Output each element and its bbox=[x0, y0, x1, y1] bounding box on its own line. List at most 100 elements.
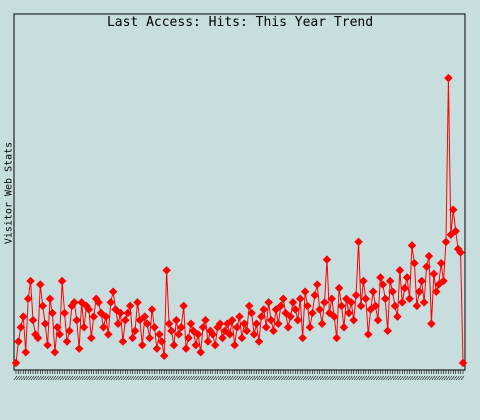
x-tick-label bbox=[232, 375, 236, 381]
data-point bbox=[111, 305, 120, 314]
x-tick-label bbox=[334, 375, 338, 381]
x-tick-label bbox=[363, 375, 368, 381]
x-tick-label bbox=[154, 375, 159, 381]
x-tick-label bbox=[370, 375, 375, 381]
data-point bbox=[140, 312, 150, 321]
data-point bbox=[89, 312, 99, 321]
x-tick-label bbox=[349, 375, 353, 381]
x-tick-label bbox=[212, 375, 217, 381]
data-point bbox=[439, 276, 448, 286]
data-point bbox=[18, 312, 28, 321]
data-point bbox=[298, 333, 308, 343]
x-tick-label bbox=[106, 375, 110, 381]
data-point bbox=[444, 73, 453, 83]
data-point bbox=[125, 301, 135, 311]
data-point bbox=[271, 305, 281, 314]
x-tick-label bbox=[402, 375, 406, 381]
x-tick-label bbox=[375, 375, 380, 381]
x-tick-label bbox=[130, 375, 134, 381]
data-point bbox=[400, 283, 410, 293]
data-point bbox=[346, 298, 356, 307]
data-point bbox=[363, 330, 373, 339]
data-point bbox=[334, 283, 344, 293]
x-tick-label bbox=[356, 375, 360, 381]
data-point bbox=[366, 305, 376, 314]
data-point bbox=[176, 322, 186, 332]
x-tick-label bbox=[441, 375, 445, 381]
data-point bbox=[145, 333, 154, 343]
x-tick-label bbox=[115, 375, 120, 381]
x-tick-label bbox=[159, 375, 164, 381]
x-tick-label bbox=[259, 375, 263, 381]
x-tick-label bbox=[397, 375, 402, 381]
data-point bbox=[210, 340, 220, 350]
data-point bbox=[388, 287, 397, 297]
x-tick-label bbox=[101, 375, 105, 381]
data-point bbox=[14, 337, 23, 346]
data-point bbox=[184, 333, 193, 343]
x-tick-label bbox=[431, 375, 436, 381]
data-point bbox=[390, 301, 400, 311]
x-tick-label bbox=[366, 375, 370, 381]
data-point bbox=[361, 294, 371, 304]
x-tick-label bbox=[18, 375, 23, 381]
x-tick-label bbox=[244, 375, 249, 381]
x-tick-label bbox=[239, 375, 244, 381]
data-point bbox=[220, 326, 230, 336]
data-point bbox=[215, 319, 225, 329]
x-tick-label bbox=[324, 375, 329, 381]
x-tick-label bbox=[69, 375, 74, 381]
x-tick-label bbox=[242, 375, 246, 381]
x-tick-label bbox=[93, 375, 98, 381]
data-point bbox=[137, 340, 147, 350]
x-tick-label bbox=[307, 375, 312, 381]
x-tick-label bbox=[174, 375, 178, 381]
data-point bbox=[152, 344, 162, 353]
x-tick-label bbox=[368, 375, 372, 381]
x-tick-label bbox=[123, 375, 127, 381]
x-tick-label bbox=[300, 375, 304, 381]
x-tick-label bbox=[188, 375, 193, 381]
x-tick-label bbox=[448, 375, 453, 381]
x-tick-label bbox=[424, 375, 428, 381]
x-tick-label bbox=[30, 375, 35, 381]
x-tick-label bbox=[91, 375, 95, 381]
x-tick-label bbox=[426, 375, 431, 381]
data-point bbox=[422, 262, 431, 272]
data-point bbox=[378, 280, 388, 289]
data-point bbox=[303, 301, 312, 311]
x-tick-label bbox=[193, 375, 198, 381]
x-tick-label bbox=[341, 375, 346, 381]
data-point bbox=[254, 337, 264, 346]
data-point bbox=[266, 315, 276, 325]
data-point bbox=[28, 315, 38, 325]
data-point bbox=[429, 269, 439, 279]
data-point bbox=[434, 280, 444, 289]
x-tick-label bbox=[429, 375, 433, 381]
x-tick-label bbox=[81, 375, 86, 381]
x-tick-label bbox=[310, 375, 314, 381]
data-point bbox=[274, 319, 283, 329]
data-point bbox=[276, 301, 286, 311]
data-point bbox=[55, 330, 65, 339]
data-point bbox=[208, 330, 218, 339]
x-tick-label bbox=[166, 375, 171, 381]
x-tick-label bbox=[13, 375, 18, 381]
x-tick-label bbox=[332, 375, 336, 381]
data-point bbox=[295, 294, 305, 304]
x-tick-label bbox=[169, 375, 173, 381]
x-tick-label bbox=[183, 375, 188, 381]
data-point bbox=[308, 308, 317, 318]
x-tick-label bbox=[339, 375, 343, 381]
x-tick-label bbox=[132, 375, 137, 381]
data-point bbox=[188, 326, 198, 336]
data-point bbox=[329, 312, 339, 321]
data-point bbox=[116, 308, 125, 318]
x-tick-label bbox=[144, 375, 149, 381]
data-point bbox=[48, 308, 57, 318]
x-tick-label bbox=[23, 375, 27, 381]
x-tick-label bbox=[222, 375, 227, 381]
x-tick-label bbox=[256, 375, 261, 381]
data-point bbox=[351, 290, 361, 300]
